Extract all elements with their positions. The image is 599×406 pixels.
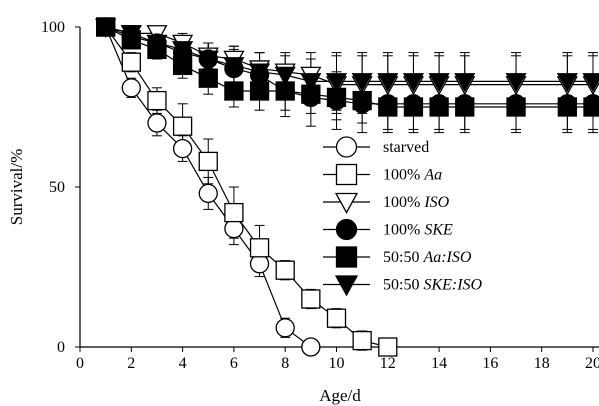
x-tick-label: 18 bbox=[534, 355, 550, 372]
data-point-series-1 bbox=[352, 330, 372, 351]
x-tick-label: 6 bbox=[230, 355, 238, 372]
data-point-series-4 bbox=[583, 97, 599, 117]
data-point-series-1 bbox=[378, 337, 398, 357]
legend-item-2: 100% ISO bbox=[323, 192, 450, 214]
data-point-series-4 bbox=[224, 81, 244, 101]
data-point-series-5 bbox=[377, 73, 399, 93]
x-tick-label: 8 bbox=[281, 355, 289, 372]
data-point-series-5 bbox=[582, 73, 599, 93]
data-point-series-5 bbox=[172, 41, 194, 61]
data-point-series-5 bbox=[454, 73, 476, 93]
legend-label: 100% Aa bbox=[383, 167, 442, 184]
y-tick-label: 50 bbox=[49, 179, 65, 196]
data-point-series-4 bbox=[249, 81, 270, 101]
data-point-series-4 bbox=[403, 97, 424, 117]
data-point-series-0 bbox=[301, 337, 321, 357]
y-tick-label: 0 bbox=[57, 339, 65, 356]
data-point-series-5 bbox=[402, 73, 425, 93]
legend-marker bbox=[335, 218, 358, 241]
data-point-series-0 bbox=[147, 113, 167, 133]
data-point-series-4 bbox=[455, 97, 475, 117]
data-point-series-0 bbox=[249, 254, 270, 274]
legend-item-0: starved bbox=[323, 136, 429, 158]
data-point-series-5 bbox=[351, 73, 373, 93]
data-point-series-1 bbox=[301, 289, 321, 309]
x-tick-label: 4 bbox=[179, 355, 187, 372]
data-point-series-5 bbox=[197, 50, 219, 70]
legend-marker bbox=[335, 246, 358, 268]
data-point-series-1 bbox=[198, 151, 218, 172]
x-tick-label: 12 bbox=[380, 355, 396, 372]
data-point-series-5 bbox=[223, 57, 245, 77]
legend-marker bbox=[335, 163, 358, 186]
data-point-series-1 bbox=[249, 238, 270, 258]
data-point-series-4 bbox=[352, 90, 372, 111]
data-point-series-1 bbox=[224, 202, 244, 223]
data-point-series-4 bbox=[378, 97, 398, 117]
data-point-series-0 bbox=[121, 78, 141, 98]
legend: starved 100% Aa 100% ISO 100% SKE 50:50 Aa:I… bbox=[323, 136, 483, 297]
data-point-series-1 bbox=[121, 52, 141, 72]
x-tick-label: 14 bbox=[431, 355, 447, 372]
legend-label: starved bbox=[383, 139, 429, 156]
legend-item-4: 50:50 Aa:ISO bbox=[323, 246, 472, 268]
data-point-series-5 bbox=[95, 18, 117, 38]
data-point-series-0 bbox=[275, 318, 295, 338]
x-tick-label: 2 bbox=[127, 355, 135, 372]
data-point-series-4 bbox=[198, 68, 218, 88]
data-point-series-1 bbox=[172, 116, 193, 136]
legend-item-3: 100% SKE bbox=[323, 218, 453, 241]
legend-label: 50:50 SKE:ISO bbox=[383, 277, 483, 294]
legend-label: 50:50 Aa:ISO bbox=[383, 249, 472, 266]
data-point-series-0 bbox=[198, 183, 218, 204]
legend-item-5: 50:50 SKE:ISO bbox=[323, 275, 483, 297]
data-point-series-5 bbox=[146, 34, 168, 54]
x-tick-label: 10 bbox=[329, 355, 345, 372]
data-point-series-5 bbox=[248, 63, 271, 83]
data-point-series-4 bbox=[557, 97, 577, 117]
x-tick-label: 0 bbox=[76, 355, 84, 372]
data-point-series-0 bbox=[172, 138, 193, 159]
data-point-series-1 bbox=[275, 260, 295, 280]
data-point-series-4 bbox=[429, 97, 449, 117]
x-tick-label: 16 bbox=[482, 355, 498, 372]
data-point-series-5 bbox=[556, 73, 578, 93]
data-point-series-5 bbox=[300, 73, 322, 93]
legend-item-1: 100% Aa bbox=[323, 163, 442, 186]
data-point-series-5 bbox=[505, 73, 527, 93]
legend-marker bbox=[334, 275, 359, 297]
data-point-series-5 bbox=[274, 66, 296, 86]
y-axis-label: Survival/% bbox=[7, 149, 26, 226]
x-tick-label: 20 bbox=[585, 355, 599, 372]
data-point-series-5 bbox=[120, 25, 142, 45]
y-tick-label: 100 bbox=[41, 19, 65, 36]
legend-marker bbox=[334, 192, 359, 214]
axes: 0 2 4 6 8 10 12 14 16 18 20 0 50 100 bbox=[41, 19, 599, 372]
x-axis-label: Age/d bbox=[319, 386, 361, 405]
series-markers bbox=[95, 17, 599, 357]
data-point-series-1 bbox=[326, 308, 347, 328]
data-point-series-4 bbox=[506, 97, 526, 117]
legend-label: 100% ISO bbox=[383, 194, 450, 211]
data-point-series-5 bbox=[325, 73, 348, 93]
data-point-series-0 bbox=[224, 218, 244, 239]
legend-marker bbox=[335, 136, 358, 158]
data-point-series-5 bbox=[428, 73, 450, 93]
data-point-series-1 bbox=[147, 90, 167, 111]
legend-label: 100% SKE bbox=[383, 222, 453, 239]
